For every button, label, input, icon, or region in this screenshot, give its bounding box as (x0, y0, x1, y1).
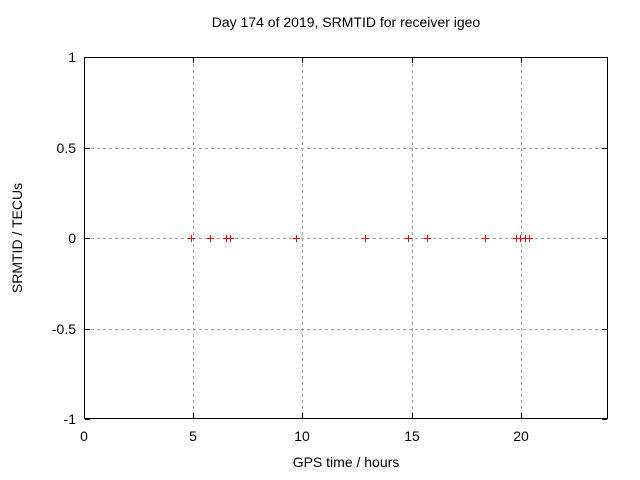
marker-vertical-bar (191, 235, 192, 242)
y-tick-label: -0.5 (51, 321, 76, 337)
x-tick-mark-top (193, 58, 194, 63)
marker-vertical-bar (365, 235, 366, 242)
data-point-marker (513, 235, 520, 242)
plot-border (84, 57, 608, 419)
marker-vertical-bar (427, 235, 428, 242)
x-tick-mark-top (521, 58, 522, 63)
marker-vertical-bar (408, 235, 409, 242)
marker-vertical-bar (520, 235, 521, 242)
x-tick-mark-top (302, 58, 303, 63)
y-tick-mark-right (602, 419, 607, 420)
data-point-marker (526, 235, 533, 242)
y-tick-label: -1 (63, 411, 76, 427)
x-tick-mark-bottom (84, 413, 85, 418)
x-tick-mark-bottom (521, 413, 522, 418)
marker-vertical-bar (485, 235, 486, 242)
data-point-marker (223, 235, 230, 242)
x-tick-label: 0 (80, 428, 88, 444)
data-point-marker (517, 235, 524, 242)
x-tick-mark-bottom (302, 413, 303, 418)
marker-vertical-bar (210, 235, 211, 242)
x-tick-mark-top (412, 58, 413, 63)
y-tick-mark-right (602, 329, 607, 330)
chart-title: Day 174 of 2019, SRMTID for receiver ige… (211, 14, 481, 30)
x-tick-mark-top (84, 58, 85, 63)
marker-vertical-bar (296, 235, 297, 242)
data-point-marker (293, 235, 300, 242)
x-axis-label: GPS time / hours (292, 454, 400, 470)
horizontal-gridline (85, 148, 607, 149)
y-axis-label: SRMTID / TECUs (9, 182, 25, 294)
x-tick-mark-bottom (412, 413, 413, 418)
x-tick-label: 15 (404, 428, 420, 444)
data-point-marker (227, 235, 234, 242)
marker-vertical-bar (525, 235, 526, 242)
data-point-marker (424, 235, 431, 242)
y-tick-mark-left (85, 238, 90, 239)
y-tick-label: 0.5 (56, 140, 76, 156)
x-tick-label: 20 (513, 428, 529, 444)
marker-vertical-bar (516, 235, 517, 242)
y-tick-mark-left (85, 148, 90, 149)
data-point-marker (188, 235, 195, 242)
x-tick-mark-bottom (193, 413, 194, 418)
horizontal-gridline (85, 329, 607, 330)
y-tick-mark-left (85, 329, 90, 330)
x-tick-label: 5 (189, 428, 197, 444)
y-tick-label: 0 (68, 230, 76, 246)
y-tick-mark-left (85, 57, 90, 58)
data-point-marker (482, 235, 489, 242)
data-point-marker (405, 235, 412, 242)
data-point-marker (362, 235, 369, 242)
data-point-marker (207, 235, 214, 242)
y-tick-mark-right (602, 57, 607, 58)
y-tick-label: 1 (68, 49, 76, 65)
data-point-marker (522, 235, 529, 242)
horizontal-gridline (85, 238, 607, 239)
marker-vertical-bar (529, 235, 530, 242)
marker-vertical-bar (226, 235, 227, 242)
y-tick-mark-right (602, 238, 607, 239)
marker-vertical-bar (230, 235, 231, 242)
x-tick-label: 10 (294, 428, 310, 444)
y-tick-mark-left (85, 419, 90, 420)
y-tick-mark-right (602, 148, 607, 149)
